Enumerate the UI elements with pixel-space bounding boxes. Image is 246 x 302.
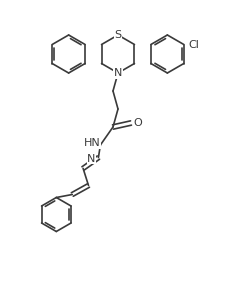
Text: S: S	[114, 30, 122, 40]
Text: HN: HN	[84, 138, 101, 148]
Text: N: N	[114, 68, 122, 78]
Text: N: N	[87, 154, 96, 164]
Text: Cl: Cl	[188, 40, 199, 50]
Text: O: O	[134, 118, 142, 128]
